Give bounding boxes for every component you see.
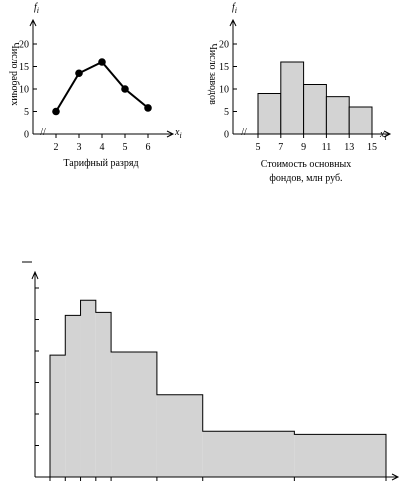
- c3-outline: [49, 299, 387, 477]
- c2-x-axis-label-line1: Стоимость основных: [261, 159, 351, 170]
- c3-bar: [65, 315, 81, 477]
- c3-x-axis-arrow: [391, 473, 400, 481]
- c2-x-tick-label: 13: [344, 142, 354, 153]
- c3-bar: [111, 352, 157, 477]
- c3-y-axis-arrow: [31, 270, 39, 280]
- c3-bar: [202, 431, 295, 477]
- c2-x-tick-label: 9: [301, 142, 306, 153]
- c2-x-axis-label-line2: фондов, млн руб.: [269, 173, 342, 184]
- c1-data-point: [121, 85, 129, 93]
- c1-x-tick-label: 6: [146, 142, 151, 153]
- c1-y-tick-label: 15: [19, 62, 29, 73]
- c1-axis-break: //: [40, 127, 46, 138]
- c2-y-axis-arrow: [229, 18, 237, 27]
- c2-bar: [325, 96, 350, 135]
- c3-bar: [80, 300, 96, 477]
- histogram-chart: fi Число заводов xi Стоимость основных ф…: [207, 2, 392, 184]
- c2-bar: [280, 61, 305, 135]
- c2-x-tick-label: 15: [367, 142, 377, 153]
- c2-bar: [257, 93, 282, 135]
- c1-x-tick-label: 5: [123, 142, 128, 153]
- c1-x-tick-label: 2: [54, 142, 59, 153]
- c1-data-point: [75, 69, 83, 78]
- c2-y-axis-label: Число заводов: [207, 43, 218, 105]
- c2-x-tick-label: 11: [322, 142, 332, 153]
- c2-y-symbol: fi: [232, 2, 237, 15]
- c1-y-axis-label: Число рабочих: [9, 42, 20, 105]
- c2-y-tick-label: 5: [224, 107, 229, 118]
- c1-x-axis-arrow: [166, 130, 175, 138]
- c1-x-tick-label: 4: [100, 142, 105, 153]
- c2-y-tick-label: 20: [219, 40, 229, 51]
- c1-data-point: [52, 107, 60, 116]
- c2-x-tick-label: 7: [278, 142, 283, 153]
- polygon-chart: fi Число рабочих xi Тарифный разряд // 0…: [9, 2, 182, 169]
- c2-bar: [348, 106, 373, 135]
- c3-bar: [95, 312, 112, 477]
- c2-y-tick-label: 10: [219, 85, 229, 96]
- c2-x-symbol: xi: [379, 129, 387, 142]
- c3-bar: [294, 434, 386, 477]
- c1-y-tick-label: 10: [19, 85, 29, 96]
- c1-x-axis-label: Тарифный разряд: [63, 158, 138, 169]
- c2-y-tick-label: 0: [224, 130, 229, 141]
- c1-data-point: [98, 58, 106, 66]
- c1-x-tick-label: 3: [77, 142, 82, 153]
- c1-y-axis-arrow: [29, 18, 37, 27]
- c1-series-line: [55, 60, 149, 113]
- c2-x-tick-label: 5: [256, 142, 261, 153]
- c1-y-tick-label: 5: [24, 107, 29, 118]
- c1-data-point: [144, 104, 152, 112]
- c2-axis-break: //: [241, 127, 247, 138]
- c1-y-symbol: fi: [34, 2, 39, 15]
- c1-x-symbol: xi: [174, 127, 182, 140]
- c2-bar: [303, 84, 327, 135]
- c2-x-axis-arrow: [383, 130, 392, 138]
- c1-y-tick-label: 20: [19, 40, 29, 51]
- unequal-histogram-chart: [22, 261, 400, 481]
- c3-bar: [50, 355, 66, 477]
- c3-bar: [156, 394, 203, 477]
- c2-y-tick-label: 15: [219, 62, 229, 73]
- c1-y-tick-label: 0: [24, 130, 29, 141]
